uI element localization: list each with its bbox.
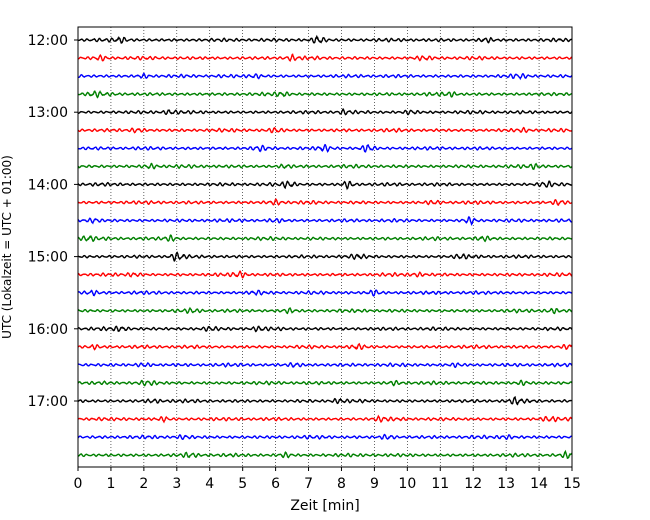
- x-tick-label: 0: [74, 476, 83, 492]
- x-axis-label: Zeit [min]: [290, 498, 359, 514]
- seismogram-traces: [77, 34, 573, 459]
- seismogram-trace: [77, 395, 573, 406]
- x-tick-label: 12: [464, 476, 482, 492]
- seismogram-trace: [77, 325, 573, 333]
- seismogram-trace: [77, 306, 573, 315]
- x-tick-label: 9: [370, 476, 379, 492]
- x-tick-label: 14: [530, 476, 548, 492]
- seismogram-trace: [77, 72, 573, 81]
- y-tick-label: 16:00: [28, 322, 68, 338]
- seismogram-trace: [77, 108, 573, 116]
- x-tick-label: 2: [139, 476, 148, 492]
- x-tick-label: 4: [205, 476, 214, 492]
- y-tick-label: 17:00: [28, 394, 68, 410]
- seismogram-trace: [77, 449, 573, 459]
- seismogram-trace: [77, 289, 573, 297]
- x-tick-label: 10: [398, 476, 416, 492]
- x-tick-label: 11: [431, 476, 449, 492]
- seismogram-trace: [77, 143, 573, 153]
- seismogram-trace: [77, 215, 573, 226]
- seismogram-trace: [77, 379, 573, 387]
- seismogram-trace: [77, 433, 573, 440]
- seismogram-trace: [77, 234, 573, 243]
- seismogram-trace: [77, 414, 573, 424]
- seismogram-trace: [77, 162, 573, 171]
- x-tick-label: 13: [497, 476, 515, 492]
- x-tick-label: 7: [304, 476, 313, 492]
- x-tick-label: 15: [563, 476, 581, 492]
- x-tick-label: 3: [172, 476, 181, 492]
- x-tick-label: 1: [106, 476, 115, 492]
- y-tick-label: 12:00: [28, 33, 68, 49]
- seismogram-trace: [77, 52, 573, 62]
- y-axis-ticks: 12:00 13:00 14:00 15:00 16:00 17:00: [28, 33, 78, 410]
- x-tick-label: 8: [337, 476, 346, 492]
- x-axis-ticks: 0 1 2 3 4 5 6 7 8 9 10 11 12 13 14 15: [74, 467, 581, 492]
- x-tick-label: 6: [271, 476, 280, 492]
- seismogram-trace: [77, 89, 573, 99]
- seismogram-trace: [77, 34, 572, 44]
- seismogram-trace: [77, 198, 573, 206]
- vertical-grid-lines: [110, 27, 540, 467]
- seismogram-trace: [77, 251, 573, 262]
- y-axis-label: UTC (Lokalzeit = UTC + 01:00): [0, 155, 14, 339]
- plot-frame: [77, 26, 573, 468]
- seismogram-trace: [77, 126, 573, 134]
- y-tick-label: 15:00: [28, 250, 68, 266]
- x-tick-label: 5: [238, 476, 247, 492]
- y-tick-label: 13:00: [28, 105, 68, 121]
- seismogram-trace: [77, 180, 573, 191]
- y-tick-label: 14:00: [28, 177, 68, 193]
- seismogram-trace: [77, 361, 573, 369]
- seismogram-trace: [77, 270, 573, 279]
- seismogram-trace: [77, 342, 573, 351]
